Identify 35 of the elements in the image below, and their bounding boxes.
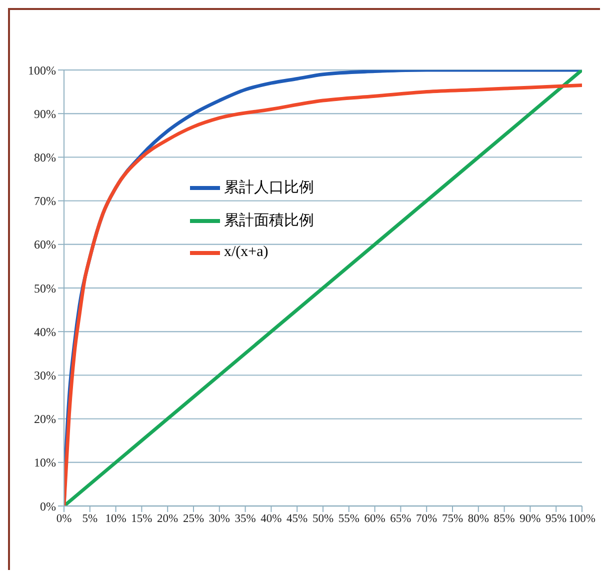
x-tick-label: 10% bbox=[105, 513, 127, 526]
x-tick-label: 95% bbox=[546, 513, 568, 526]
x-tick-label: 45% bbox=[286, 513, 308, 526]
x-tick-label: 85% bbox=[494, 513, 516, 526]
x-tick-label: 100% bbox=[568, 513, 596, 526]
x-tick-label: 35% bbox=[234, 513, 256, 526]
y-tick-label: 0% bbox=[40, 499, 56, 514]
y-tick-label: 30% bbox=[34, 368, 56, 382]
y-tick-label: 100% bbox=[28, 63, 56, 78]
y-tick-label: 20% bbox=[34, 412, 56, 426]
x-tick-label: 5% bbox=[82, 513, 98, 526]
legend-label: 累計面積比例 bbox=[224, 212, 314, 230]
y-tick-label: 50% bbox=[34, 281, 56, 296]
legend-label: 累計人口比例 bbox=[224, 178, 314, 197]
y-tick-label: 90% bbox=[34, 106, 56, 121]
x-tick-label: 50% bbox=[312, 513, 334, 526]
x-tick-label: 55% bbox=[338, 513, 360, 526]
y-tick-label: 60% bbox=[34, 238, 56, 252]
x-tick-label: 25% bbox=[182, 513, 204, 526]
x-tick-label: 30% bbox=[208, 513, 230, 526]
x-tick-label: 70% bbox=[416, 513, 438, 526]
x-tick-label: 60% bbox=[364, 513, 386, 526]
y-tick-label: 10% bbox=[34, 456, 56, 470]
x-tick-label: 15% bbox=[131, 513, 153, 526]
legend-label: x/(x+a) bbox=[224, 244, 268, 261]
y-tick-label: 80% bbox=[34, 150, 56, 164]
x-tick-label: 40% bbox=[260, 513, 282, 526]
x-tick-label: 75% bbox=[442, 513, 464, 526]
x-tick-label: 90% bbox=[520, 513, 542, 526]
y-tick-label: 70% bbox=[34, 194, 56, 208]
x-tick-label: 20% bbox=[157, 513, 179, 526]
y-tick-label: 40% bbox=[34, 324, 56, 339]
x-tick-label: 0% bbox=[56, 513, 72, 526]
x-tick-label: 65% bbox=[390, 513, 412, 526]
x-tick-label: 80% bbox=[468, 513, 490, 526]
